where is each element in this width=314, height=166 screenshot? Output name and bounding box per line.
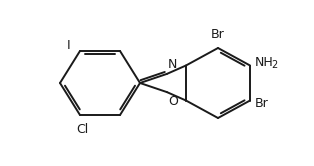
Text: Cl: Cl <box>76 123 88 136</box>
Text: I: I <box>66 40 70 52</box>
Text: Br: Br <box>255 97 269 110</box>
Text: N: N <box>168 58 177 71</box>
Text: NH: NH <box>255 56 274 69</box>
Text: O: O <box>168 95 178 108</box>
Text: 2: 2 <box>271 59 277 70</box>
Text: Br: Br <box>211 28 225 41</box>
